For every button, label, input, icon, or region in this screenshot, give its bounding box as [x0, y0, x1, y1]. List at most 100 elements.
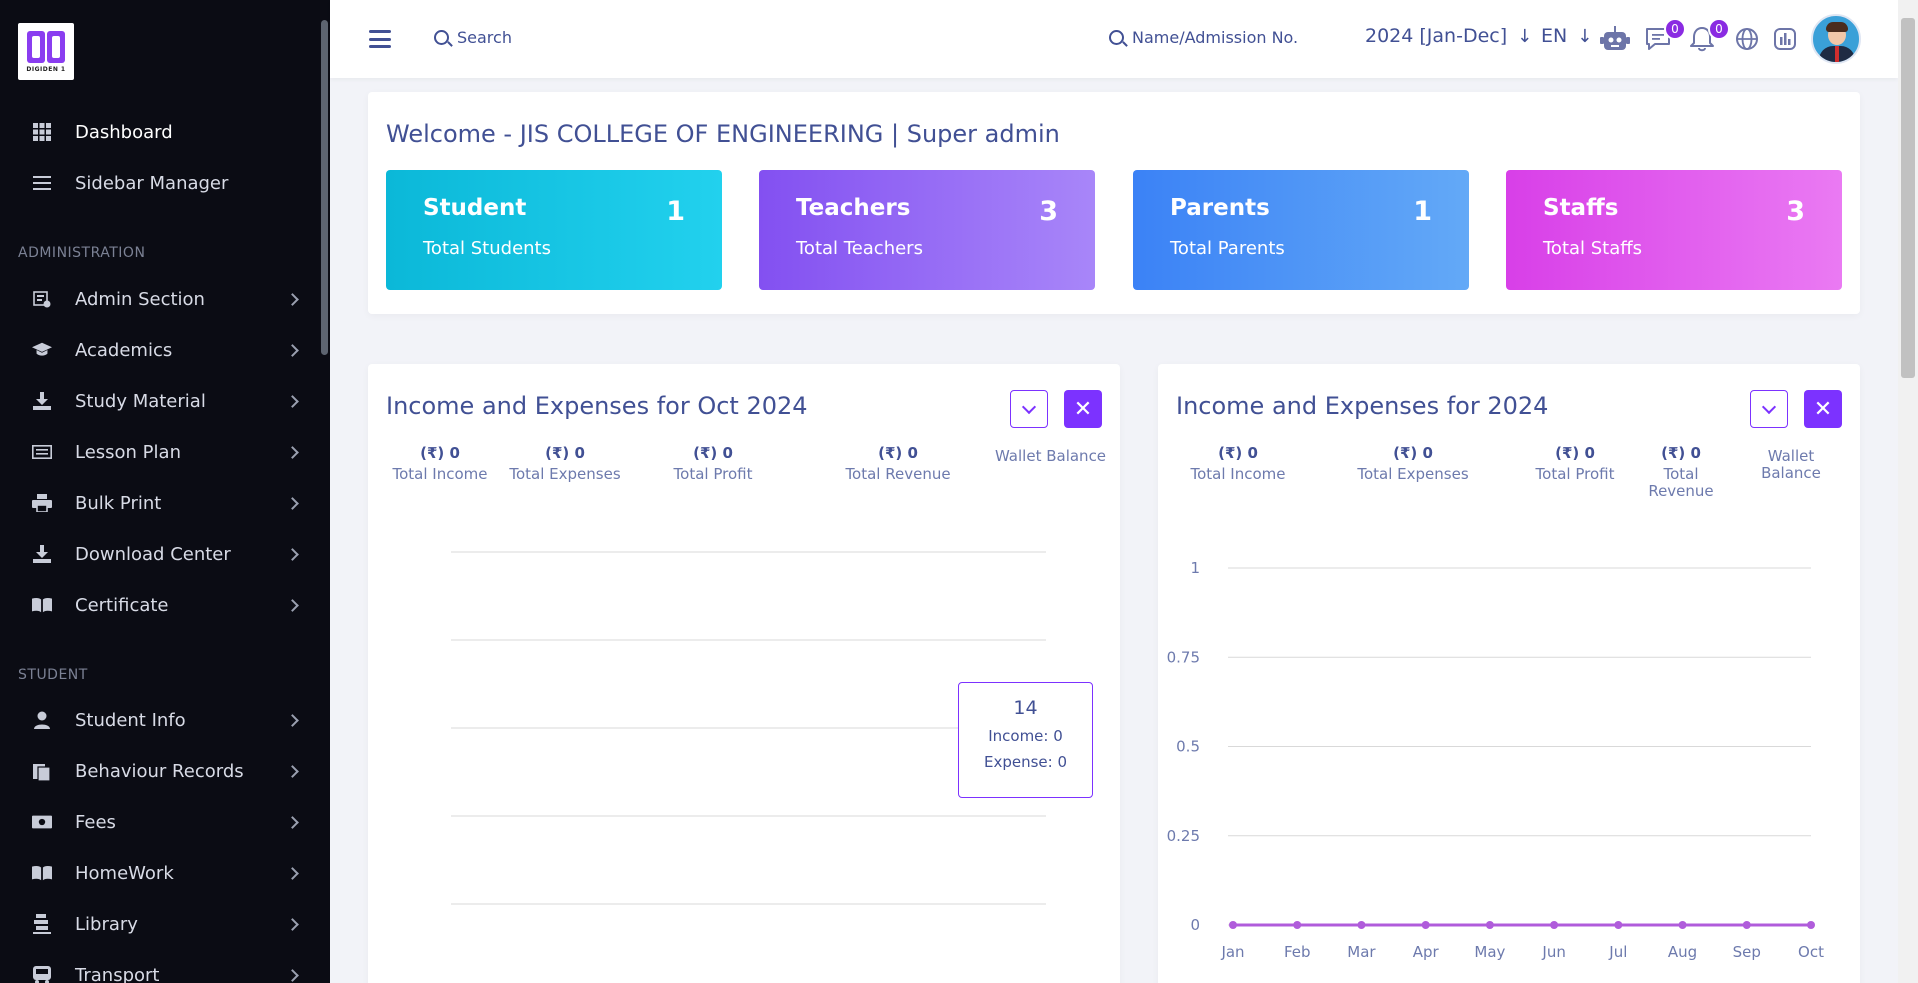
stat-card-teachers[interactable]: Teachers Total Teachers 3	[759, 170, 1095, 290]
metric-value: (₹) 0	[545, 444, 585, 462]
book-icon	[32, 595, 52, 615]
logo[interactable]: DIGIDEN 1	[18, 23, 74, 80]
arrow-down-icon: ↓	[1577, 25, 1593, 47]
metric-value: (₹) 0	[420, 444, 460, 462]
collapse-button[interactable]	[1010, 390, 1048, 428]
welcome-card: Welcome - JIS COLLEGE OF ENGINEERING | S…	[368, 92, 1860, 314]
chart-icon[interactable]	[1770, 24, 1800, 54]
x-tick-label: Feb	[1284, 943, 1311, 961]
section-title-administration: ADMINISTRATION	[18, 245, 146, 261]
chevron-right-icon	[286, 917, 299, 931]
page-scrollbar[interactable]	[1898, 0, 1918, 983]
stat-card-students[interactable]: Student Total Students 1	[386, 170, 722, 290]
stat-sub: Total Teachers	[796, 238, 923, 259]
sidebar-item-sidebar-manager[interactable]: Sidebar Manager	[0, 159, 320, 207]
x-tick-label: May	[1474, 943, 1505, 961]
sidebar-item-homework[interactable]: HomeWork	[0, 849, 320, 897]
language-select[interactable]: EN ↓	[1541, 25, 1592, 47]
data-point	[1357, 921, 1366, 929]
metric-total-profit: (₹) 0 Total Profit	[1520, 444, 1630, 483]
sidebar-item-bulk-print[interactable]: Bulk Print	[0, 479, 320, 527]
page-scrollbar-thumb[interactable]	[1901, 18, 1915, 378]
metric-total-expenses: (₹) 0 Total Expenses	[500, 444, 630, 483]
sidebar-item-academics[interactable]: Academics	[0, 326, 320, 374]
download-icon	[32, 544, 52, 564]
stat-sub: Total Students	[423, 238, 551, 259]
download-icon	[32, 391, 52, 411]
student-search-placeholder: Name/Admission No.	[1132, 28, 1299, 47]
y-tick-label: 0	[1190, 916, 1200, 934]
stat-name: Parents	[1170, 195, 1270, 221]
x-tick-label: Jul	[1608, 943, 1627, 961]
x-tick-label: Mar	[1347, 943, 1376, 961]
sidebar-item-transport[interactable]: Transport	[0, 951, 320, 983]
metric-value: (₹) 0	[1661, 444, 1701, 462]
data-point	[1293, 921, 1302, 929]
book-icon	[32, 863, 52, 883]
sidebar-item-label: Dashboard	[75, 121, 173, 143]
stat-card-staffs[interactable]: Staffs Total Staffs 3	[1506, 170, 1842, 290]
avatar[interactable]	[1811, 14, 1861, 64]
list-icon	[32, 173, 52, 193]
student-search-input[interactable]: Name/Admission No.	[1109, 28, 1298, 47]
close-button[interactable]: ✕	[1064, 390, 1102, 428]
academic-year-select[interactable]: 2024 [Jan-Dec] ↓	[1365, 25, 1532, 47]
sidebar-item-label: Behaviour Records	[75, 760, 244, 782]
collapse-button[interactable]	[1750, 390, 1788, 428]
metric-value: (₹) 0	[1218, 444, 1258, 462]
globe-icon[interactable]	[1732, 24, 1762, 54]
metric-label: Total Profit	[673, 465, 753, 483]
x-tick-label: Jan	[1220, 943, 1244, 961]
sidebar-item-label: Admin Section	[75, 288, 205, 310]
page-title: Welcome - JIS COLLEGE OF ENGINEERING | S…	[386, 120, 1060, 148]
sidebar-item-lesson-plan[interactable]: Lesson Plan	[0, 428, 320, 476]
chevron-right-icon	[286, 496, 299, 510]
bus-icon	[32, 965, 52, 983]
admin-icon	[32, 289, 52, 309]
stat-sub: Total Parents	[1170, 238, 1285, 259]
sidebar-item-label: Study Material	[75, 390, 206, 412]
robot-icon[interactable]	[1600, 24, 1630, 54]
sidebar-item-label: Lesson Plan	[75, 441, 181, 463]
x-tick-label: Jun	[1541, 943, 1565, 961]
stat-sub: Total Staffs	[1543, 238, 1643, 259]
sidebar-item-download-center[interactable]: Download Center	[0, 530, 320, 578]
sidebar-item-label: Download Center	[75, 543, 231, 565]
search-placeholder: Search	[457, 28, 512, 47]
keyboard-icon	[32, 442, 52, 462]
metric-label: Total Income	[1190, 465, 1286, 483]
sidebar-item-certificate[interactable]: Certificate	[0, 581, 320, 629]
sidebar-item-label: Academics	[75, 339, 173, 361]
sidebar-item-student-info[interactable]: Student Info	[0, 696, 320, 744]
sidebar-item-behaviour-records[interactable]: Behaviour Records	[0, 747, 320, 795]
stat-card-parents[interactable]: Parents Total Parents 1	[1133, 170, 1469, 290]
sidebar-item-dashboard[interactable]: Dashboard	[0, 108, 320, 156]
sidebar-item-admin-section[interactable]: Admin Section	[0, 275, 320, 323]
sidebar-item-study-material[interactable]: Study Material	[0, 377, 320, 425]
chevron-right-icon	[286, 866, 299, 880]
metric-total-profit: (₹) 0 Total Profit	[648, 444, 778, 483]
monthly-income-card: Income and Expenses for Oct 2024 ✕ (₹) 0…	[368, 364, 1120, 983]
sidebar-item-label: Transport	[75, 964, 160, 983]
menu-toggle-icon[interactable]	[369, 30, 391, 48]
monthly-chart	[451, 551, 1046, 905]
money-icon	[32, 812, 52, 832]
sidebar-item-library[interactable]: Library	[0, 900, 320, 948]
data-point	[1614, 921, 1623, 929]
data-point	[1550, 921, 1559, 929]
sidebar-scrollbar[interactable]	[321, 20, 328, 355]
bell-icon[interactable]	[1687, 24, 1717, 54]
metric-wallet-balance: Wallet Balance	[983, 444, 1118, 465]
yearly-chart: 0 0.25 0.5 0.75 1 Jan Feb Mar Apr May Jun Jul Aug Sep…	[1167, 559, 1824, 961]
monthly-income-title: Income and Expenses for Oct 2024	[386, 392, 808, 420]
logo-mark	[27, 30, 65, 63]
search-icon	[1109, 30, 1124, 45]
metric-label: Total Revenue	[845, 465, 951, 483]
sidebar-item-fees[interactable]: Fees	[0, 798, 320, 846]
close-button[interactable]: ✕	[1804, 390, 1842, 428]
search-input[interactable]: Search	[434, 28, 512, 47]
metric-label: Wallet Balance	[994, 447, 1107, 465]
academic-year-value: 2024 [Jan-Dec]	[1365, 25, 1508, 47]
chevron-right-icon	[286, 598, 299, 612]
clipboard-icon	[32, 761, 52, 781]
